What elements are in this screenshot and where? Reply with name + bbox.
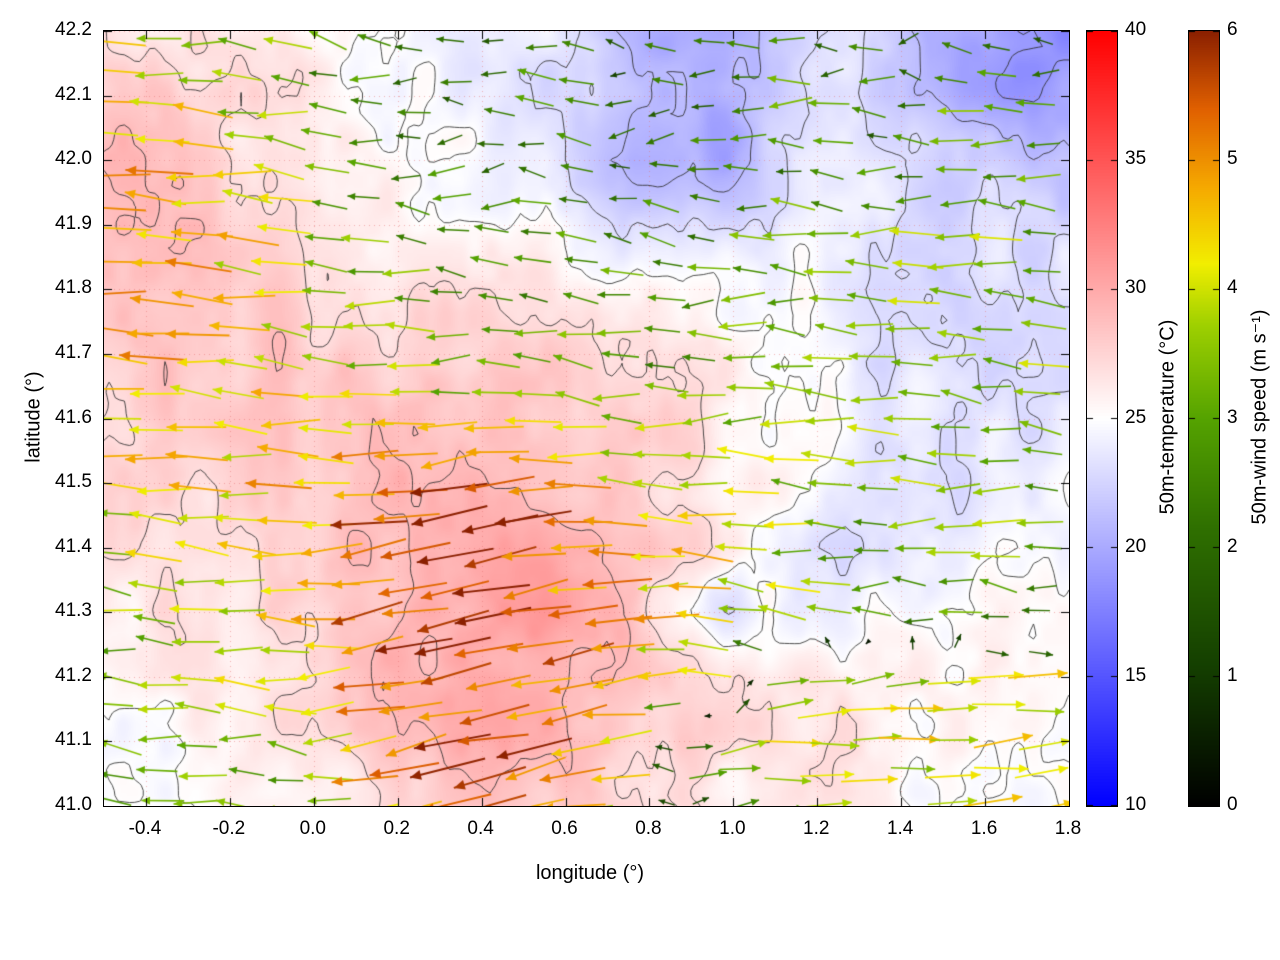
wind-colorbar-tick-label: 6 — [1227, 19, 1238, 40]
temperature-colorbar-tick-label: 35 — [1125, 148, 1147, 170]
y-tick-label: 41.4 — [55, 535, 92, 557]
wind-colorbar — [1188, 30, 1220, 807]
x-tick-label: 1.2 — [803, 818, 830, 839]
wind-colorbar-tick-label: 4 — [1227, 277, 1238, 299]
temperature-colorbar — [1086, 30, 1118, 807]
wind-colorbar-tick-label: 5 — [1227, 148, 1238, 170]
x-tick-label: 1.8 — [1054, 818, 1082, 839]
y-tick-label: 42.2 — [55, 19, 92, 40]
y-tick-label: 41.6 — [55, 406, 92, 428]
temperature-colorbar-tick-label: 25 — [1125, 406, 1147, 428]
y-tick-label: 42.1 — [55, 83, 92, 105]
y-tick-label: 41.3 — [55, 600, 92, 622]
x-tick-label: 0.2 — [383, 818, 410, 839]
wind-colorbar-tick-label: 1 — [1227, 664, 1238, 686]
temperature-colorbar-tick-label: 10 — [1125, 794, 1147, 815]
y-tick-label: 41.9 — [55, 212, 92, 234]
temperature-colorbar-tick-label: 20 — [1125, 535, 1147, 557]
y-tick-label: 41.7 — [55, 341, 92, 363]
temperature-colorbar-tick-label: 40 — [1125, 19, 1147, 40]
wind-colorbar-tick-label: 2 — [1227, 535, 1238, 557]
wind-colorbar-tick-label: 0 — [1227, 794, 1238, 815]
temperature-colorbar-tick-label: 15 — [1125, 664, 1147, 686]
temperature-wind-map-canvas — [103, 30, 1070, 807]
y-tick-label: 41.1 — [55, 729, 92, 751]
y-tick-label: 41.8 — [55, 277, 92, 299]
wind-colorbar-label: 50m-wind speed (m s⁻¹) — [1248, 309, 1271, 525]
x-tick-label: 0.4 — [467, 818, 494, 839]
x-tick-label: 1.0 — [719, 818, 746, 839]
x-tick-label: 1.4 — [886, 818, 914, 839]
y-tick-label: 41.0 — [55, 794, 92, 815]
x-tick-label: 0.0 — [299, 818, 326, 839]
x-axis-label: longitude (°) — [535, 862, 645, 884]
x-tick-label: -0.2 — [212, 818, 246, 839]
x-tick-label: 0.6 — [551, 818, 578, 839]
temperature-colorbar-tick-label: 30 — [1125, 277, 1147, 299]
y-axis-label: latitude (°) — [22, 371, 45, 463]
x-tick-label: 0.8 — [635, 818, 662, 839]
wind-colorbar-tick-label: 3 — [1227, 406, 1238, 428]
y-tick-label: 42.0 — [55, 148, 92, 170]
y-tick-label: 41.2 — [55, 664, 92, 686]
y-tick-label: 41.5 — [55, 471, 92, 493]
x-tick-label: 1.6 — [970, 818, 998, 839]
temperature-colorbar-label: 50m-temperature (°C) — [1156, 319, 1179, 515]
x-tick-label: -0.4 — [128, 818, 162, 839]
